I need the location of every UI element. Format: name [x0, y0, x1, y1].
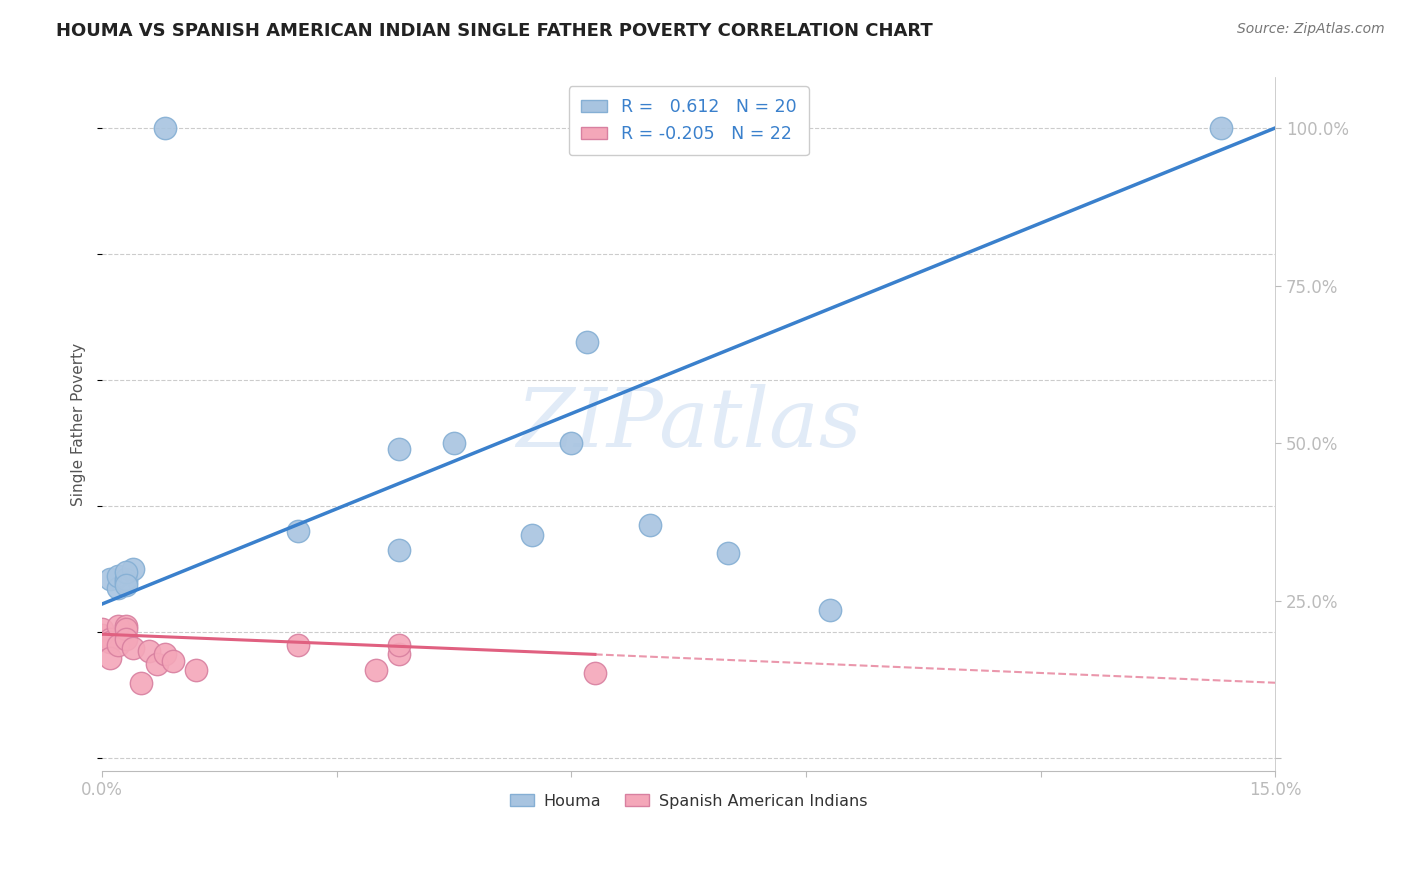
Point — [114, 632, 136, 646]
Point — [443, 436, 465, 450]
Point — [98, 634, 121, 648]
Point — [131, 675, 153, 690]
Point — [98, 650, 121, 665]
Point — [146, 657, 169, 671]
Point — [388, 638, 411, 652]
Point — [91, 628, 114, 642]
Point — [114, 622, 136, 636]
Point — [162, 654, 184, 668]
Text: HOUMA VS SPANISH AMERICAN INDIAN SINGLE FATHER POVERTY CORRELATION CHART: HOUMA VS SPANISH AMERICAN INDIAN SINGLE … — [56, 22, 934, 40]
Point — [638, 518, 661, 533]
Point — [364, 663, 387, 677]
Point — [138, 644, 160, 658]
Point — [153, 648, 176, 662]
Point — [98, 572, 121, 586]
Point — [818, 603, 841, 617]
Point — [114, 578, 136, 592]
Legend: Houma, Spanish American Indians: Houma, Spanish American Indians — [503, 788, 873, 815]
Point — [388, 543, 411, 558]
Point — [107, 568, 129, 582]
Point — [1209, 120, 1232, 135]
Point — [114, 619, 136, 633]
Point — [114, 574, 136, 589]
Point — [583, 666, 606, 681]
Point — [107, 581, 129, 595]
Point — [388, 648, 411, 662]
Point — [122, 641, 145, 656]
Point — [388, 442, 411, 457]
Text: ZIPatlas: ZIPatlas — [516, 384, 862, 464]
Point — [107, 619, 129, 633]
Point — [522, 527, 544, 541]
Point — [98, 632, 121, 646]
Point — [91, 622, 114, 636]
Point — [114, 572, 136, 586]
Point — [287, 638, 309, 652]
Point — [576, 335, 599, 350]
Point — [560, 436, 582, 450]
Y-axis label: Single Father Poverty: Single Father Poverty — [72, 343, 86, 506]
Point — [114, 566, 136, 580]
Point — [717, 547, 740, 561]
Point — [287, 524, 309, 539]
Text: Source: ZipAtlas.com: Source: ZipAtlas.com — [1237, 22, 1385, 37]
Point — [107, 638, 129, 652]
Point — [184, 663, 207, 677]
Point — [122, 562, 145, 576]
Point — [153, 120, 176, 135]
